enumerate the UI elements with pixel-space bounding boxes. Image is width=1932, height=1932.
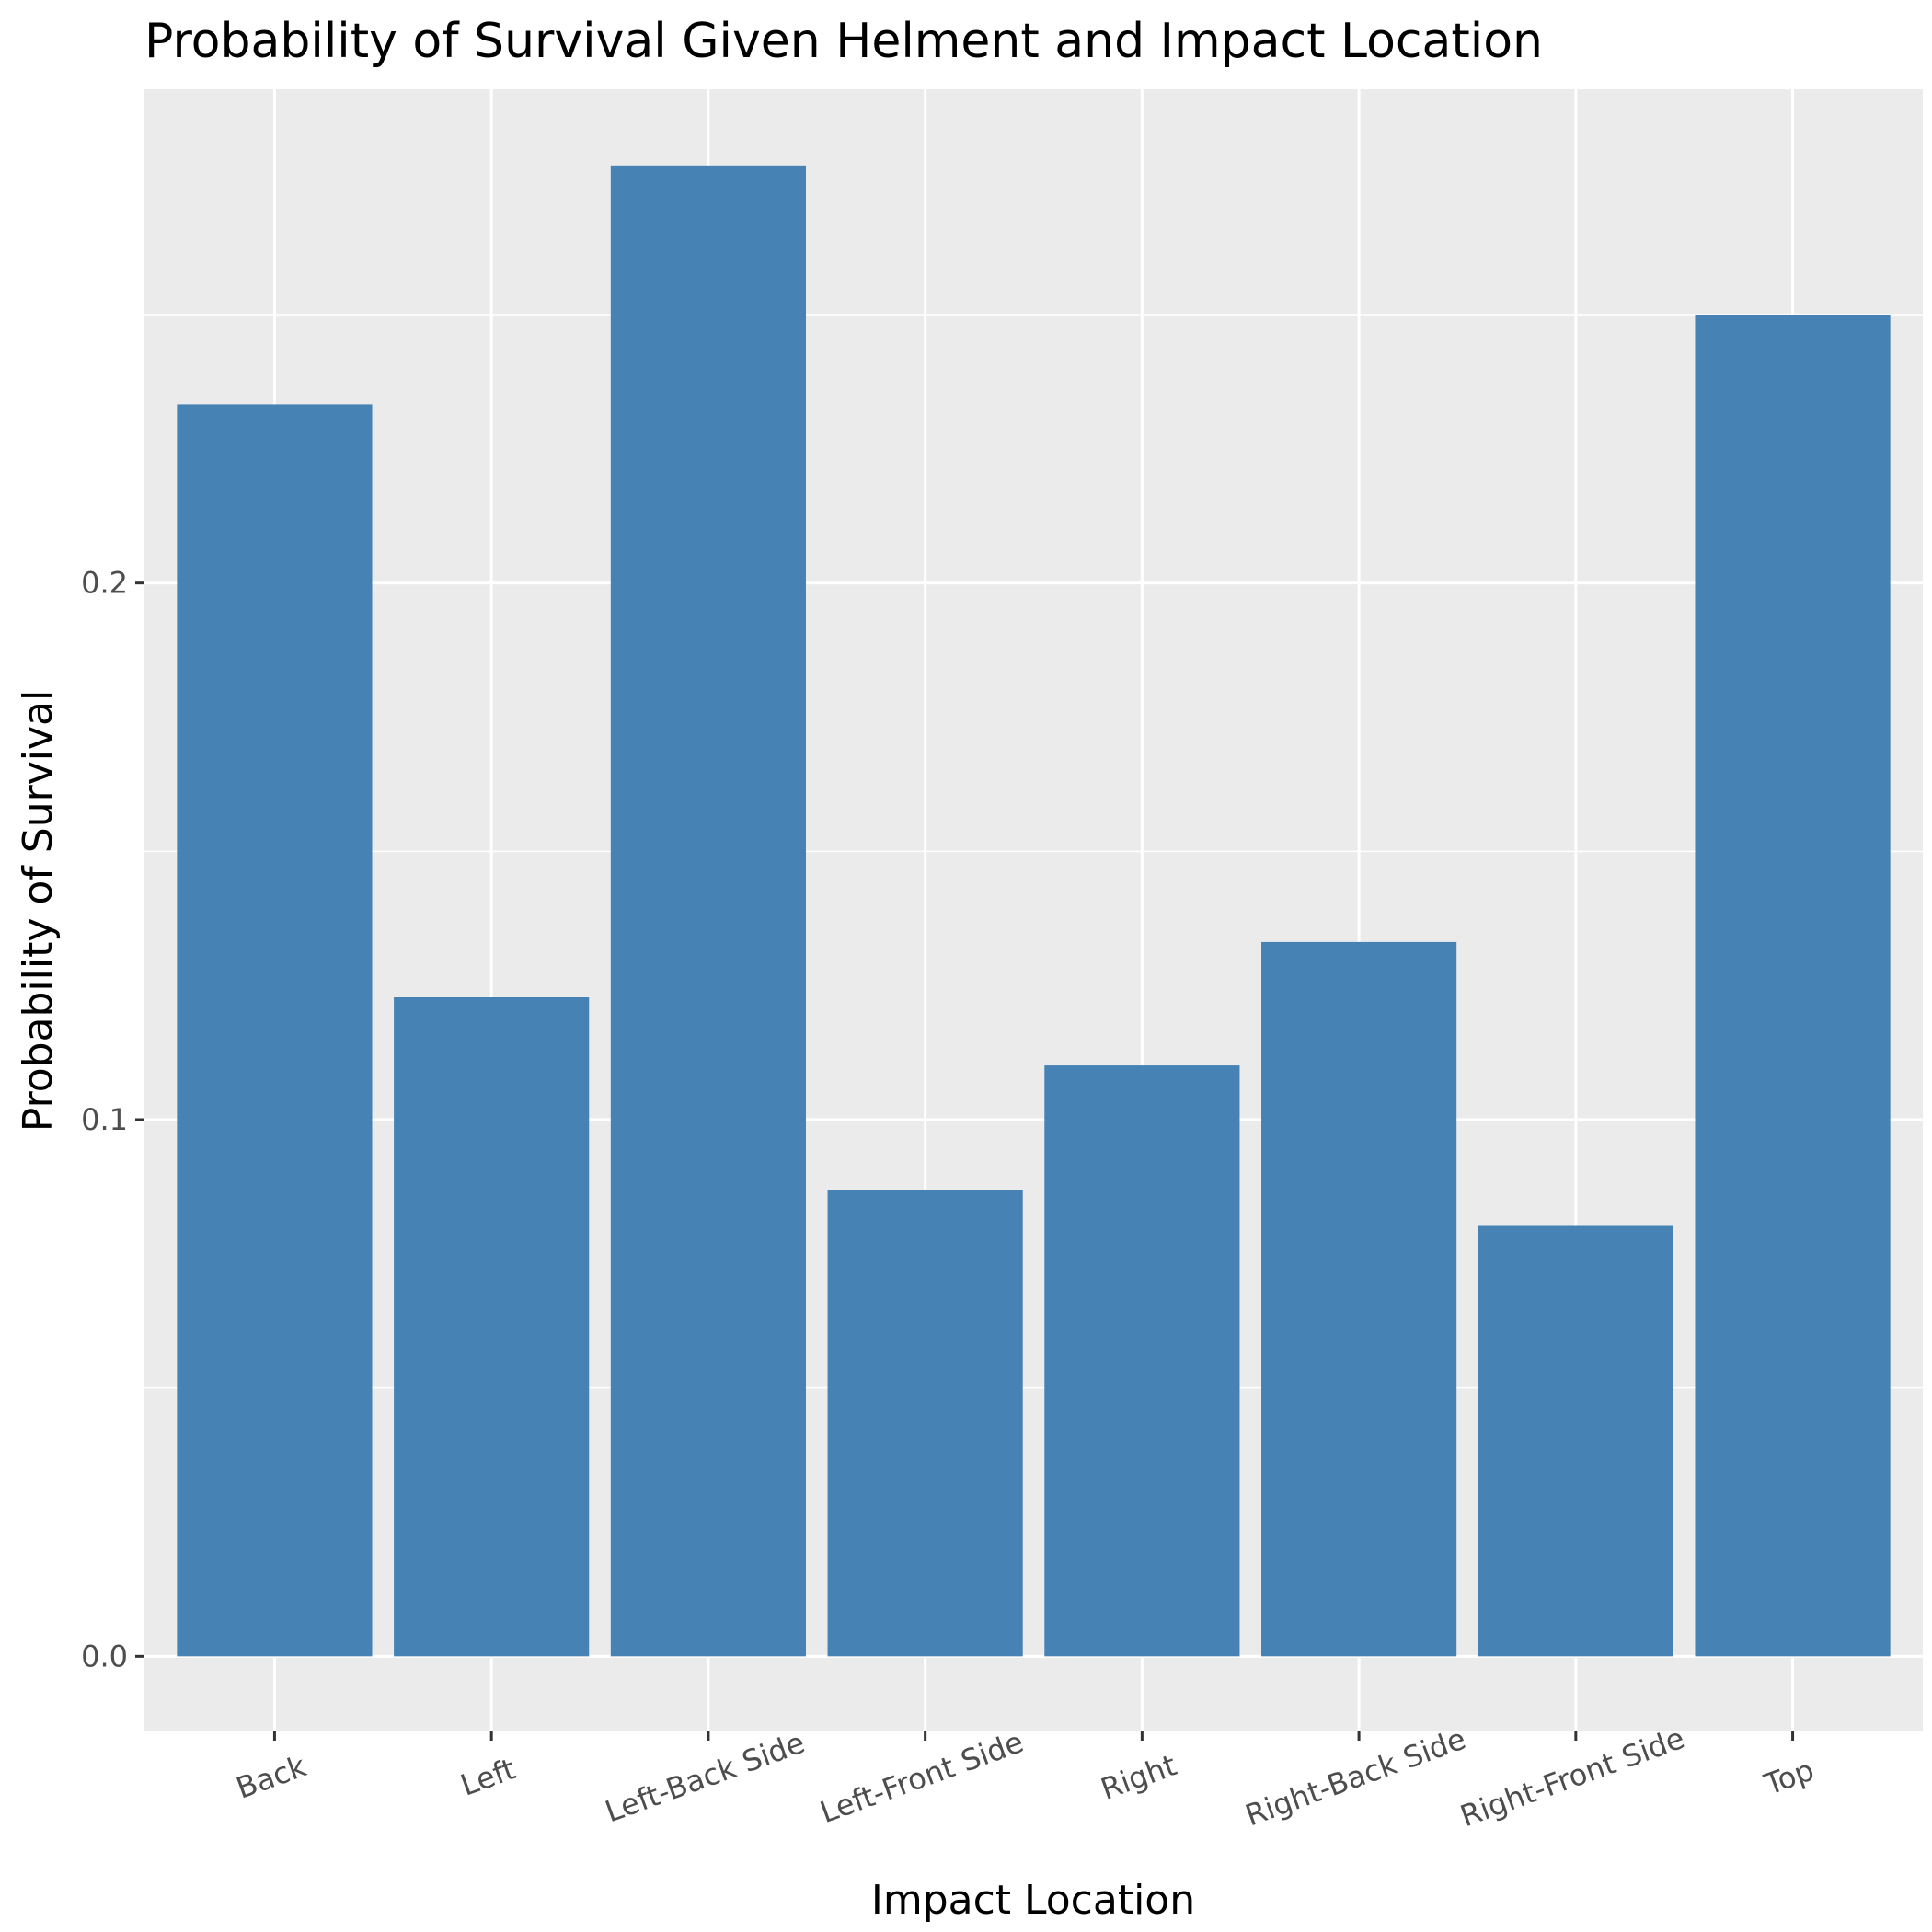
y-tick-label: 0.2 xyxy=(81,566,128,601)
x-axis-title: Impact Location xyxy=(871,1877,1195,1924)
y-tick-label: 0.0 xyxy=(81,1639,128,1673)
y-axis-title: Probability of Survival xyxy=(15,690,62,1132)
x-tick-label: Left-Back Side xyxy=(601,1725,810,1830)
x-tick-label: Back xyxy=(232,1748,311,1805)
x-tick-label: Right-Back Side xyxy=(1241,1721,1471,1834)
bar xyxy=(1261,941,1457,1657)
bar xyxy=(1695,315,1891,1657)
bar xyxy=(610,165,806,1657)
x-axis-ticks: Back Left Left-Back Side Left-Front Side Rig… xyxy=(232,1720,1819,1834)
x-tick-label: Left xyxy=(456,1752,521,1803)
x-tick-label: Right-Front Side xyxy=(1455,1720,1689,1834)
y-axis-ticks: 0.0 0.1 0.2 xyxy=(81,566,144,1673)
bar xyxy=(394,997,590,1657)
chart-title: Probability of Survival Given Helment an… xyxy=(144,14,1543,69)
y-tick-label: 0.1 xyxy=(81,1102,128,1137)
bars xyxy=(177,165,1891,1657)
bar xyxy=(1044,1065,1240,1657)
x-tick-label: Right xyxy=(1097,1747,1181,1807)
bar xyxy=(177,404,373,1657)
x-tick-label: Top xyxy=(1759,1753,1819,1803)
x-tick-label: Left-Front Side xyxy=(815,1724,1028,1830)
bar xyxy=(827,1190,1023,1657)
bar xyxy=(1478,1225,1673,1657)
